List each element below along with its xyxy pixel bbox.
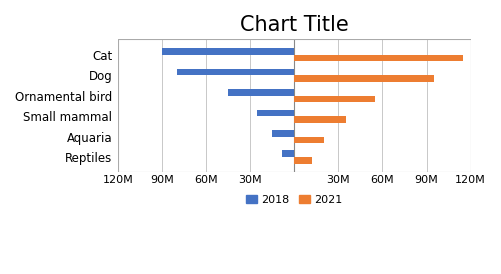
Bar: [162, 48, 294, 55]
Bar: [294, 136, 324, 143]
Bar: [294, 116, 346, 123]
Bar: [118, 39, 470, 172]
Bar: [228, 89, 294, 96]
Bar: [294, 75, 434, 82]
Bar: [272, 130, 294, 136]
Bar: [294, 157, 312, 164]
Title: Chart Title: Chart Title: [240, 15, 349, 35]
Bar: [258, 110, 294, 116]
Bar: [283, 150, 294, 157]
Bar: [294, 96, 375, 102]
Bar: [294, 55, 463, 61]
Legend: 2018, 2021: 2018, 2021: [241, 190, 347, 209]
Bar: [177, 68, 294, 75]
